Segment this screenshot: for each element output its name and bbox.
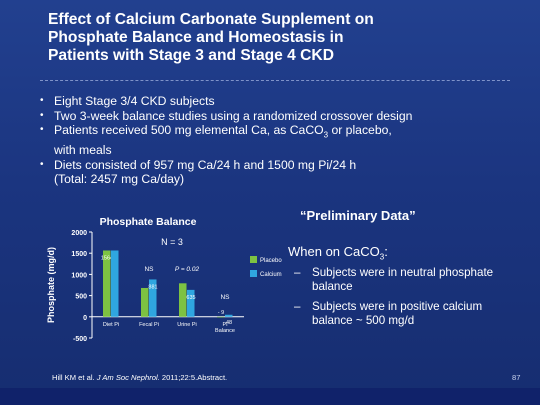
findings-list: Subjects were in neutral phosphate balan… [292, 266, 522, 334]
bar-placebo [217, 316, 225, 318]
when-text: When on CaCO [288, 244, 380, 259]
y-tick-label: 2000 [71, 230, 87, 237]
bullet-item: Patients received 500 mg elemental Ca, a… [38, 123, 518, 158]
y-tick-label: 500 [75, 294, 87, 301]
bullet-item: Two 3-week balance studies using a rando… [38, 109, 518, 124]
legend-label: Calcium [260, 272, 282, 278]
finding-item: Subjects were in positive calcium balanc… [292, 300, 522, 328]
data-label: 48 [226, 320, 232, 326]
x-tick-label: Diet Pi [103, 322, 119, 328]
subscript: 3 [379, 252, 385, 262]
x-tick-label: Urine Pi [177, 322, 197, 328]
x-tick-label: Fecal Pi [139, 322, 159, 328]
data-label: 635 [186, 295, 195, 301]
slide-title: Effect of Calcium Carbonate Supplement o… [48, 11, 518, 65]
bar-placebo [179, 283, 187, 317]
chart-title: Phosphate Balance [100, 216, 197, 228]
bar-calcium [187, 289, 195, 317]
citation: Hill KM et al. J Am Soc Nephrol. 2011;22… [52, 373, 227, 382]
bar-placebo [141, 287, 149, 317]
legend-swatch [250, 270, 257, 277]
title-divider [40, 80, 510, 81]
bullet-text: Patients received 500 mg elemental Ca, a… [54, 123, 324, 138]
legend-swatch [250, 256, 257, 263]
x-tick-label: Balance [215, 328, 235, 334]
bullet-item: Eight Stage 3/4 CKD subjects [38, 94, 518, 109]
preliminary-data-label: “Preliminary Data” [300, 208, 416, 223]
title-line: Phosphate Balance and Homeostasis in [48, 29, 344, 46]
bar-calcium [225, 314, 233, 317]
bullet-continuation: with meals [54, 143, 112, 158]
title-line: Effect of Calcium Carbonate Supplement o… [48, 11, 374, 28]
significance-label: P = 0.02 [175, 266, 200, 273]
bullet-continuation: (Total: 2457 mg Ca/day) [54, 172, 185, 187]
finding-item: Subjects were in neutral phosphate balan… [292, 266, 522, 294]
citation-journal: J Am Soc Nephrol. [96, 373, 160, 382]
when-on-caco3-heading: When on CaCO3: [288, 244, 388, 262]
x-tick-label: Pi [223, 322, 228, 328]
y-tick-label: 1000 [71, 272, 87, 279]
bullet-text: Two 3-week balance studies using a rando… [54, 108, 413, 123]
citation-details: 2011;22:5.Abstract. [159, 373, 228, 382]
data-label: 1564 [101, 255, 113, 261]
bullet-text: Eight Stage 3/4 CKD subjects [54, 94, 215, 108]
bar-placebo [103, 250, 111, 317]
footer-bar [0, 388, 540, 405]
when-text: : [384, 244, 388, 259]
y-tick-label: -500 [73, 336, 87, 343]
significance-label: NS [144, 266, 154, 273]
y-tick-label: 1500 [71, 251, 87, 258]
bullet-item: Diets consisted of 957 mg Ca/24 h and 15… [38, 158, 518, 187]
bullet-text: Diets consisted of 957 mg Ca/24 h and 15… [54, 157, 357, 172]
legend-label: Placebo [260, 258, 282, 264]
citation-authors: Hill KM et al. [52, 373, 97, 382]
y-tick-label: 0 [83, 315, 87, 322]
bar-calcium [149, 279, 157, 317]
data-label: - 9 [218, 310, 224, 316]
y-axis-label: Phosphate (mg/d) [46, 247, 56, 323]
title-line: Patients with Stage 3 and Stage 4 CKD [48, 47, 334, 64]
bullet-list: Eight Stage 3/4 CKD subjects Two 3-week … [38, 94, 518, 187]
subscript: 3 [323, 130, 329, 140]
bullet-text: or placebo, [328, 123, 392, 138]
bar-calcium [111, 250, 119, 317]
phosphate-balance-chart: Phosphate Balance Phosphate (mg/d) -500 0 50… [46, 216, 282, 343]
n-label: N = 3 [161, 237, 183, 247]
data-label: 881 [148, 284, 157, 290]
page-number: 87 [512, 373, 521, 382]
significance-label: NS [220, 294, 230, 301]
